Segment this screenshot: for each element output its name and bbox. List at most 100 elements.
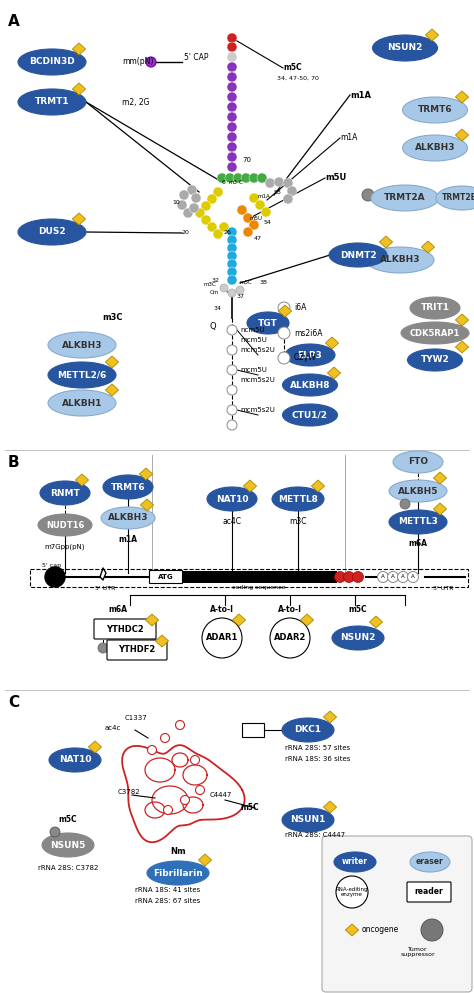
Circle shape <box>191 193 201 203</box>
Circle shape <box>228 289 236 297</box>
Ellipse shape <box>18 219 86 245</box>
Text: TRMT6: TRMT6 <box>418 105 452 114</box>
Ellipse shape <box>393 451 443 473</box>
Text: ATG: ATG <box>158 574 174 580</box>
Circle shape <box>233 173 243 183</box>
Polygon shape <box>75 474 89 486</box>
Ellipse shape <box>283 404 337 426</box>
Polygon shape <box>140 499 154 511</box>
Text: C: C <box>8 695 19 710</box>
FancyBboxPatch shape <box>407 882 451 902</box>
Text: m6A: m6A <box>409 539 428 548</box>
Text: Q: Q <box>210 322 216 331</box>
Circle shape <box>243 227 253 237</box>
Text: Tumor
suppressor: Tumor suppressor <box>401 946 435 957</box>
Circle shape <box>183 208 193 218</box>
Polygon shape <box>244 480 256 492</box>
Text: ADAR1: ADAR1 <box>206 634 238 642</box>
Polygon shape <box>328 367 341 379</box>
Text: m1A: m1A <box>350 90 371 99</box>
Text: CTU1/2: CTU1/2 <box>292 410 328 419</box>
Text: CDK5RAP1: CDK5RAP1 <box>410 329 460 338</box>
Text: 47: 47 <box>254 235 262 240</box>
Circle shape <box>278 352 290 364</box>
Ellipse shape <box>389 510 447 534</box>
Ellipse shape <box>49 748 101 772</box>
Circle shape <box>50 827 60 837</box>
Polygon shape <box>199 854 211 866</box>
Text: writer: writer <box>342 858 368 867</box>
Text: oncogene: oncogene <box>362 925 399 934</box>
Polygon shape <box>301 614 314 626</box>
Ellipse shape <box>147 861 209 885</box>
Polygon shape <box>456 314 469 326</box>
Circle shape <box>335 572 346 583</box>
Ellipse shape <box>282 718 334 742</box>
Text: 70: 70 <box>242 157 251 163</box>
Text: ELP3: ELP3 <box>298 351 322 359</box>
Text: rRNA 18S: 36 sites: rRNA 18S: 36 sites <box>285 756 350 762</box>
Circle shape <box>213 187 223 197</box>
Text: coding sequence: coding sequence <box>232 586 286 591</box>
Circle shape <box>195 208 205 218</box>
Polygon shape <box>456 341 469 353</box>
FancyBboxPatch shape <box>107 640 167 660</box>
Text: FTO: FTO <box>408 458 428 467</box>
Text: 10: 10 <box>172 200 180 205</box>
Circle shape <box>201 201 211 211</box>
Text: rRNA 28S: C3782: rRNA 28S: C3782 <box>38 865 99 871</box>
Circle shape <box>227 52 237 62</box>
Circle shape <box>227 122 237 132</box>
Circle shape <box>175 721 184 730</box>
Text: 38: 38 <box>260 280 268 286</box>
Circle shape <box>270 618 310 658</box>
Text: ac4c: ac4c <box>105 725 121 731</box>
Polygon shape <box>105 384 118 396</box>
Circle shape <box>236 286 244 294</box>
Circle shape <box>227 72 237 82</box>
Circle shape <box>227 345 237 355</box>
Text: rRNA 28S: 67 sites: rRNA 28S: 67 sites <box>135 898 200 904</box>
Text: reader: reader <box>415 888 443 897</box>
Text: m5C: m5C <box>240 279 253 285</box>
Text: C1337: C1337 <box>125 715 148 721</box>
Text: C3782: C3782 <box>118 789 141 795</box>
Text: TRMT2B1: TRMT2B1 <box>442 194 474 203</box>
Circle shape <box>249 173 259 183</box>
Text: 3' UTR: 3' UTR <box>433 586 453 591</box>
Circle shape <box>146 57 156 67</box>
Ellipse shape <box>371 185 439 211</box>
Text: METTL2/6: METTL2/6 <box>57 370 107 379</box>
Ellipse shape <box>40 481 90 505</box>
Text: RNMT: RNMT <box>50 489 80 497</box>
Text: TRMT6: TRMT6 <box>111 483 146 492</box>
Text: m5U: m5U <box>250 215 263 220</box>
Circle shape <box>249 193 259 203</box>
Ellipse shape <box>401 322 469 344</box>
Circle shape <box>227 62 237 72</box>
Circle shape <box>227 82 237 92</box>
Text: 5' cap: 5' cap <box>42 563 61 569</box>
FancyBboxPatch shape <box>242 723 264 737</box>
Text: BCDIN3D: BCDIN3D <box>29 58 75 67</box>
Circle shape <box>147 746 156 755</box>
Text: eraser: eraser <box>416 858 444 867</box>
Text: A: A <box>381 575 385 580</box>
Circle shape <box>227 102 237 112</box>
Polygon shape <box>139 468 153 480</box>
Text: TYW2: TYW2 <box>420 355 449 364</box>
Ellipse shape <box>408 349 463 371</box>
Text: TRIT1: TRIT1 <box>420 304 449 313</box>
Ellipse shape <box>329 243 387 267</box>
Ellipse shape <box>334 852 376 872</box>
Text: DUS2: DUS2 <box>38 227 66 236</box>
Polygon shape <box>323 801 337 813</box>
FancyBboxPatch shape <box>149 571 182 584</box>
Polygon shape <box>88 741 101 753</box>
Circle shape <box>227 259 237 269</box>
Ellipse shape <box>402 135 467 161</box>
Text: 5' UTR: 5' UTR <box>95 586 115 591</box>
Polygon shape <box>323 711 337 723</box>
Circle shape <box>207 222 217 232</box>
Text: m3C: m3C <box>289 516 307 525</box>
